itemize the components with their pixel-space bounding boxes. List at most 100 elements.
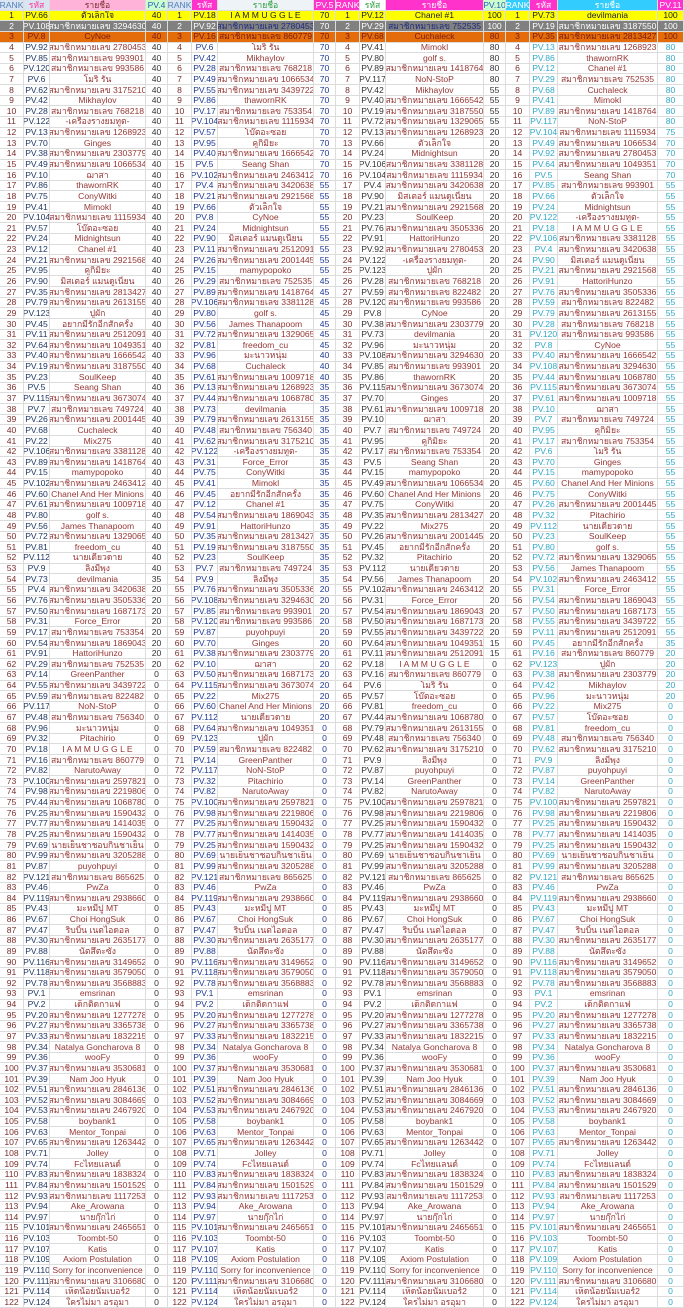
- table-row[interactable]: 90 PV.116 สมาชิกหมายเลข 3149652 0: [336, 957, 506, 968]
- table-row[interactable]: 21 PV.76 สมาชิกหมายเลข 3505336 20: [336, 223, 506, 234]
- table-row[interactable]: 76 PV.25 สมาชิกหมายเลข 1590432 0: [0, 808, 168, 819]
- table-row[interactable]: 14 PV.40 สมาชิกหมายเลข 1666542 70: [168, 148, 336, 160]
- table-row[interactable]: 106 PV.63 Mentor_Tonpai 0: [0, 1127, 168, 1138]
- table-row[interactable]: 107 PV.65 สมาชิกหมายเลข 1263442 0: [336, 1137, 506, 1149]
- table-row[interactable]: 69 PV.123 ปูผัก 0: [168, 733, 336, 745]
- table-row[interactable]: 20 PV.8 CyNoe 55: [168, 212, 336, 224]
- table-row[interactable]: 5 PV.80 golf s. 80: [336, 53, 506, 64]
- table-row[interactable]: 30 PV.45 อยากมีรักอีกสักครั้ง 40: [0, 319, 168, 330]
- table-row[interactable]: 62 PV.29 สมาชิกหมายเลข 752535 20: [0, 659, 168, 670]
- table-row[interactable]: 112 PV.93 สมาชิกหมายเลข 1117253 0: [168, 1191, 336, 1202]
- table-row[interactable]: 121 PV.114 เห็ดน้อยนัมเบอร์2 0: [0, 1286, 168, 1298]
- table-row[interactable]: 3 PV.16 สมาชิกหมายเลข 860779 70: [168, 31, 336, 43]
- table-row[interactable]: 120 PV.111 สมาชิกหมายเลข 3106680 0: [168, 1276, 336, 1287]
- table-row[interactable]: 86 PV.67 Choi HongSuk 0: [506, 914, 684, 926]
- table-row[interactable]: 41 PV.22 Mix275 40: [0, 436, 168, 447]
- table-row[interactable]: 28 PV.106 สมาชิกหมายเลข 3381128 45: [168, 297, 336, 309]
- table-row[interactable]: 23 PV.12 Chanel #1 40: [0, 244, 168, 256]
- table-row[interactable]: 77 PV.25 สมาชิกหมายเลข 1590432 0: [506, 818, 684, 830]
- table-row[interactable]: 56 PV.54 สมาชิกหมายเลข 1869043 55: [506, 595, 684, 607]
- table-row[interactable]: 82 PV.121 สมาชิกหมายเลข 865625 0: [336, 872, 506, 883]
- table-row[interactable]: 16 PV.10 ฌาสา 40: [0, 170, 168, 181]
- table-row[interactable]: 91 PV.118 สมาชิกหมายเลข 3579050 0: [0, 967, 168, 979]
- table-row[interactable]: 55 PV.102 สมาชิกหมายเลข 2463412 20: [336, 584, 506, 596]
- table-row[interactable]: 7 PV.117 NoN-StoP 80: [336, 74, 506, 86]
- table-row[interactable]: 39 PV.79 สมาชิกหมายเลข 2613155 35: [168, 414, 336, 426]
- table-row[interactable]: 38 PV.10 ฌาสา 55: [506, 404, 684, 415]
- table-row[interactable]: 81 PV.99 สมาชิกหมายเลข 3205288 0: [168, 861, 336, 872]
- table-row[interactable]: 99 PV.36 wooFy 0: [0, 1052, 168, 1064]
- table-row[interactable]: 93 PV.1 emsrinan 0: [506, 988, 684, 1000]
- table-row[interactable]: 24 PV.26 สมาชิกหมายเลข 2001445 55: [168, 255, 336, 266]
- table-row[interactable]: 106 PV.63 Mentor_Tonpai 0: [336, 1127, 506, 1138]
- table-row[interactable]: 82 PV.121 สมาชิกหมายเลข 865625 0: [506, 872, 684, 883]
- table-row[interactable]: 17 PV.85 สมาชิกหมายเลข 993901 55: [506, 180, 684, 192]
- table-row[interactable]: 58 PV.55 สมาชิกหมายเลข 3439722 55: [506, 616, 684, 628]
- table-row[interactable]: 122 PV.124 ใครไม่มา อรอุมา 0: [336, 1297, 506, 1308]
- table-row[interactable]: 103 PV.52 สมาชิกหมายเลข 3084669 0: [0, 1095, 168, 1106]
- column-header-name[interactable]: รายชื่อ: [218, 0, 314, 10]
- table-row[interactable]: 87 PV.47 ริบบิ้น เนตไอดอล 0: [336, 925, 506, 936]
- table-row[interactable]: 67 PV.48 สมาชิกหมายเลข 756340 0: [0, 712, 168, 724]
- table-row[interactable]: 35 PV.61 สมาชิกหมายเลข 1009718 40: [168, 372, 336, 383]
- table-row[interactable]: 80 PV.69 นายเย็นชาชอบกินชาเย็น 0: [336, 850, 506, 862]
- table-row[interactable]: 33 PV.96 มะนาวหนุ่ม 40: [168, 350, 336, 362]
- table-row[interactable]: 15 PV.106 สมาชิกหมายเลข 3381128 20: [336, 159, 506, 171]
- table-row[interactable]: 53 PV.9 ลิงมีพุง 40: [0, 563, 168, 575]
- table-row[interactable]: 67 PV.44 สมาชิกหมายเลข 1068780 0: [336, 712, 506, 724]
- table-row[interactable]: 48 PV.32 Pitachirio 55: [506, 510, 684, 522]
- table-row[interactable]: 104 PV.53 สมาชิกหมายเลข 2467920 0: [506, 1105, 684, 1117]
- table-row[interactable]: 109 PV.74 Fcไทยแลนด์ 0: [336, 1159, 506, 1170]
- table-row[interactable]: 83 PV.46 PwZa 0: [168, 882, 336, 894]
- table-row[interactable]: 119 PV.110 Sorry for inconvenience 0: [336, 1265, 506, 1277]
- table-row[interactable]: 52 PV.72 สมาชิกหมายเลข 1329065 55: [506, 552, 684, 564]
- table-row[interactable]: 15 PV.49 สมาชิกหมายเลข 1066534 40: [0, 159, 168, 171]
- table-row[interactable]: 25 PV.123 ปูผัก 20: [336, 265, 506, 277]
- table-row[interactable]: 1 PV.73 devilmania 100: [506, 10, 684, 22]
- table-row[interactable]: 84 PV.119 สมาชิกหมายเลข 2938660 0: [0, 893, 168, 904]
- column-header-name[interactable]: รายชื่อ: [558, 0, 658, 10]
- table-row[interactable]: 52 PV.112 นายเดียวดาย 40: [0, 552, 168, 564]
- table-row[interactable]: 51 PV.80 golf s. 55: [506, 542, 684, 553]
- table-row[interactable]: 119 PV.110 Sorry for inconvenience 0: [506, 1265, 684, 1277]
- table-row[interactable]: 83 PV.46 PwZa 0: [336, 882, 506, 894]
- table-row[interactable]: 55 PV.31 Force_Error 55: [506, 584, 684, 596]
- table-row[interactable]: 39 PV.26 สมาชิกหมายเลข 2001445 40: [0, 414, 168, 426]
- table-row[interactable]: 45 PV.102 สมาชิกหมายเลข 2463412 40: [0, 478, 168, 490]
- table-row[interactable]: 103 PV.52 สมาชิกหมายเลข 3084669 0: [506, 1095, 684, 1106]
- table-row[interactable]: 25 PV.15 mamypopoko 55: [168, 265, 336, 277]
- table-row[interactable]: 91 PV.118 สมาชิกหมายเลข 3579050 0: [506, 967, 684, 979]
- table-row[interactable]: 42 PV.122 -เครื่องรางยมทูต- 35: [168, 446, 336, 458]
- table-row[interactable]: 12 PV.13 สมาชิกหมายเลข 1268923 40: [0, 127, 168, 139]
- table-row[interactable]: 16 PV.104 สมาชิกหมายเลข 1115934 20: [336, 170, 506, 181]
- table-row[interactable]: 39 PV.10 ฌาสา 20: [336, 414, 506, 426]
- table-row[interactable]: 18 PV.90 มิสเตอร์ แมนดูเนี่ยน 20: [336, 191, 506, 203]
- table-row[interactable]: 44 PV.15 mamypopoko 20: [336, 467, 506, 479]
- table-row[interactable]: 2 PV.108 สมาชิกหมายเลข 3294630 40: [0, 21, 168, 32]
- column-header-pv[interactable]: PV.11: [658, 0, 684, 10]
- table-row[interactable]: 116 PV.103 Toombt-50 0: [0, 1233, 168, 1245]
- table-row[interactable]: 6 PV.120 สมาชิกหมายเลข 993586 40: [0, 63, 168, 75]
- table-row[interactable]: 33 PV.40 สมาชิกหมายเลข 1666542 40: [0, 350, 168, 362]
- table-row[interactable]: 118 PV.109 Axiom Postulation 0: [506, 1254, 684, 1266]
- table-row[interactable]: 79 PV.25 สมาชิกหมายเลข 1590432 0: [168, 840, 336, 851]
- table-row[interactable]: 66 PV.60 Chanel And Her Minions 20: [168, 701, 336, 713]
- table-row[interactable]: 38 PV.7 สมาชิกหมายเลข 749724 40: [0, 404, 168, 415]
- table-row[interactable]: 8 PV.55 สมาชิกหมายเลข 3439722 70: [168, 85, 336, 96]
- table-row[interactable]: 12 PV.104 สมาชิกหมายเลข 1115934 75: [506, 127, 684, 139]
- table-row[interactable]: 43 PV.31 Force_Error 35: [168, 457, 336, 468]
- table-row[interactable]: 63 PV.50 สมาชิกหมายเลข 1687173 20: [168, 669, 336, 681]
- table-row[interactable]: 105 PV.58 boybank1 0: [168, 1116, 336, 1128]
- table-row[interactable]: 49 PV.91 HattoriHunzo 35: [168, 521, 336, 532]
- table-row[interactable]: 97 PV.33 สมาชิกหมายเลข 1832215 0: [506, 1031, 684, 1043]
- table-row[interactable]: 46 PV.45 อยากมีรักอีกสักครั้ง 35: [168, 489, 336, 500]
- table-row[interactable]: 26 PV.90 มิสเตอร์ แมนดูเนี่ยน 40: [0, 276, 168, 288]
- table-row[interactable]: 91 PV.118 สมาชิกหมายเลข 3579050 0: [168, 967, 336, 979]
- table-row[interactable]: 66 PV.22 Mix275 0: [506, 701, 684, 713]
- table-row[interactable]: 94 PV.2 เด็กติดกาแฟ 0: [168, 999, 336, 1011]
- table-row[interactable]: 57 PV.50 สมาชิกหมายเลข 1687173 20: [0, 606, 168, 617]
- table-row[interactable]: 1 PV.18 I A M M U G G L E 70: [168, 10, 336, 22]
- table-row[interactable]: 30 PV.38 สมาชิกหมายเลข 2303779 20: [336, 319, 506, 330]
